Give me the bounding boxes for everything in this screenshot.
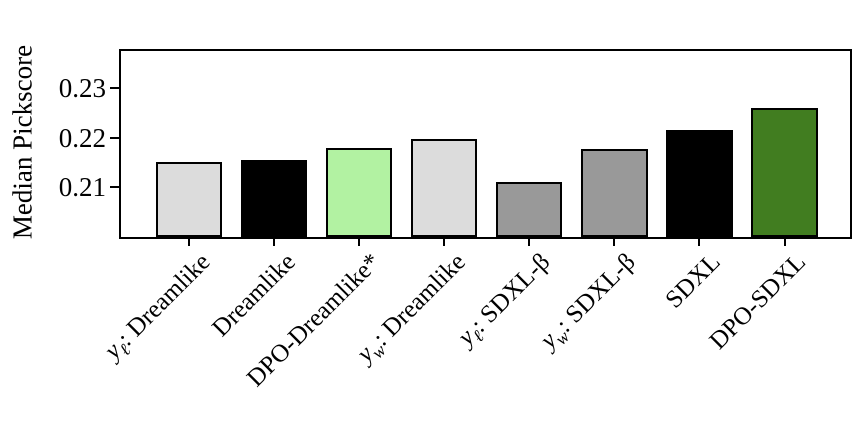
y-tick-mark (110, 87, 119, 90)
x-tick-mark (783, 239, 786, 246)
y-tick-mark (110, 136, 119, 139)
bar (751, 108, 818, 237)
bar (326, 148, 393, 237)
y-tick-label: 0.21 (58, 172, 106, 203)
x-tick-mark (528, 239, 531, 246)
x-tick-mark (613, 239, 616, 246)
x-tick-mark (698, 239, 701, 246)
y-tick-label: 0.23 (58, 73, 106, 104)
x-tick-mark (273, 239, 276, 246)
bar (411, 139, 478, 237)
bar (155, 162, 223, 237)
y-axis-label: Median Pickscore (7, 44, 38, 240)
x-tick-label: yℓ: Dreamlike (99, 248, 216, 365)
x-tick-label: SDXL (660, 248, 726, 314)
y-tick-mark (110, 186, 119, 189)
y-tick-label: 0.22 (58, 122, 106, 153)
bar (240, 160, 308, 237)
plot-area: 0.21 0.22 0.23 yℓ: Dreamlike Dreamlike DPO-Dr… (59, 49, 852, 392)
bar (666, 130, 733, 237)
bar (581, 149, 648, 237)
x-tick-mark (358, 239, 361, 246)
x-tick-mark (443, 239, 446, 246)
x-tick-mark (188, 239, 191, 246)
bar (496, 182, 563, 237)
